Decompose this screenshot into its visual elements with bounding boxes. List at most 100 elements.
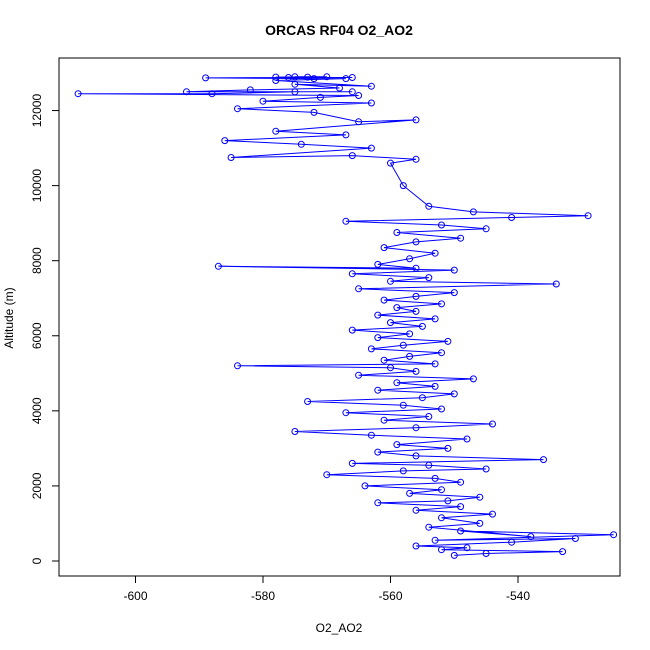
plot-frame	[58, 57, 621, 577]
data-point	[348, 326, 356, 334]
data-point	[355, 118, 363, 126]
data-point	[412, 116, 420, 124]
data-point	[355, 285, 363, 293]
data-point	[387, 277, 394, 285]
data-point	[399, 182, 407, 190]
data-point	[508, 214, 516, 221]
data-point	[393, 229, 401, 236]
data-point	[342, 131, 350, 139]
data-point	[291, 428, 299, 435]
data-point	[310, 108, 318, 116]
data-point	[387, 159, 394, 167]
data-point	[450, 266, 458, 274]
data-point	[438, 300, 445, 308]
data-point	[425, 523, 433, 531]
data-point	[444, 337, 452, 345]
y-tick-label: 12000	[30, 94, 44, 128]
data-point	[406, 255, 414, 263]
data-point	[272, 127, 280, 135]
data-point	[406, 352, 414, 360]
data-point	[540, 456, 547, 464]
data-point	[272, 73, 280, 81]
data-point	[482, 465, 490, 473]
x-tick-label: -540	[506, 589, 530, 603]
data-point	[425, 202, 433, 210]
data-point	[431, 360, 439, 368]
data-point	[374, 311, 382, 319]
data-point	[291, 80, 299, 88]
data-point	[425, 461, 433, 469]
chart-title: ORCAS RF04 O2_AO2	[265, 22, 413, 38]
series-line	[78, 76, 614, 556]
data-point	[374, 260, 382, 268]
data-point	[412, 307, 420, 315]
data-point	[393, 304, 401, 312]
data-point	[74, 90, 82, 98]
data-point	[469, 208, 477, 216]
data-point	[355, 371, 363, 379]
data-point	[399, 341, 407, 349]
data-point	[457, 503, 465, 511]
y-tick-label: 2000	[30, 472, 44, 499]
data-point	[489, 510, 496, 518]
data-point	[571, 535, 579, 542]
data-point	[348, 459, 356, 467]
data-point	[412, 424, 420, 432]
data-point	[336, 84, 343, 92]
data-point	[355, 92, 363, 99]
y-tick-label: 6000	[30, 322, 44, 349]
data-point	[469, 375, 477, 383]
data-point	[438, 349, 445, 357]
data-point	[559, 548, 567, 556]
x-axis-label: O2_AO2	[316, 621, 363, 635]
data-point	[367, 82, 375, 90]
data-point	[310, 75, 318, 83]
data-point	[399, 467, 407, 475]
data-point	[374, 499, 382, 507]
data-point	[412, 542, 420, 550]
plot-area	[74, 73, 618, 559]
data-point	[431, 315, 439, 323]
data-point	[367, 345, 375, 353]
data-point	[450, 289, 458, 297]
data-point	[406, 330, 414, 338]
data-point	[412, 155, 420, 163]
data-point	[342, 409, 350, 417]
data-point	[323, 471, 331, 479]
data-point	[348, 152, 356, 160]
data-point	[374, 386, 382, 394]
data-point	[380, 296, 388, 304]
data-point	[374, 334, 382, 342]
data-point	[367, 431, 375, 439]
x-tick-label: -600	[123, 589, 147, 603]
y-tick-label: 10000	[30, 169, 44, 203]
data-point	[431, 474, 439, 482]
data-point	[431, 249, 439, 257]
data-point	[208, 90, 216, 98]
data-point	[450, 551, 458, 559]
data-point	[393, 379, 401, 387]
x-axis: -600 -580 -560 -540	[123, 576, 530, 603]
data-point	[552, 280, 560, 288]
data-point	[476, 493, 484, 501]
data-point	[221, 137, 229, 145]
data-point	[425, 274, 433, 282]
data-point	[234, 362, 241, 370]
data-point	[412, 367, 420, 375]
data-point	[406, 489, 414, 497]
data-point	[259, 97, 267, 105]
data-point	[342, 217, 350, 225]
data-point	[348, 88, 356, 96]
data-point	[425, 413, 433, 420]
data-point	[450, 390, 458, 398]
data-point	[482, 550, 490, 557]
data-point	[418, 394, 426, 402]
data-point	[412, 264, 420, 272]
data-point	[342, 75, 350, 83]
data-point	[476, 519, 484, 527]
data-point	[316, 93, 324, 101]
data-point	[348, 74, 356, 81]
data-point	[431, 382, 439, 390]
data-point	[463, 544, 471, 552]
